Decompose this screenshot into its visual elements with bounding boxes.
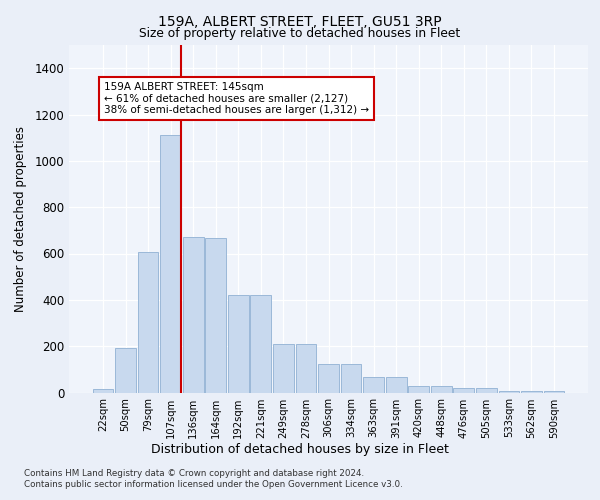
Bar: [386, 378, 407, 392]
Text: 159A ALBERT STREET: 145sqm
← 61% of detached houses are smaller (2,127)
38% of s: 159A ALBERT STREET: 145sqm ← 61% of deta…: [104, 82, 369, 116]
Text: Size of property relative to detached houses in Fleet: Size of property relative to detached ho…: [139, 28, 461, 40]
Bar: [250, 295, 271, 392]
Bar: [183, 238, 203, 392]
Text: Contains public sector information licensed under the Open Government Licence v3: Contains public sector information licen…: [24, 480, 403, 489]
Text: Contains HM Land Registry data © Crown copyright and database right 2024.: Contains HM Land Registry data © Crown c…: [24, 469, 364, 478]
Bar: [431, 386, 452, 392]
Bar: [228, 295, 248, 392]
Text: Distribution of detached houses by size in Fleet: Distribution of detached houses by size …: [151, 442, 449, 456]
Bar: [115, 348, 136, 393]
Bar: [341, 364, 361, 392]
Bar: [521, 390, 542, 392]
Y-axis label: Number of detached properties: Number of detached properties: [14, 126, 28, 312]
Bar: [92, 389, 113, 392]
Text: 159A, ALBERT STREET, FLEET, GU51 3RP: 159A, ALBERT STREET, FLEET, GU51 3RP: [158, 15, 442, 29]
Bar: [454, 388, 474, 392]
Bar: [363, 378, 384, 392]
Bar: [476, 388, 497, 392]
Bar: [409, 386, 429, 392]
Bar: [273, 344, 294, 393]
Bar: [137, 252, 158, 392]
Bar: [205, 238, 226, 392]
Bar: [296, 344, 316, 393]
Bar: [499, 390, 520, 392]
Bar: [318, 364, 339, 392]
Bar: [160, 136, 181, 392]
